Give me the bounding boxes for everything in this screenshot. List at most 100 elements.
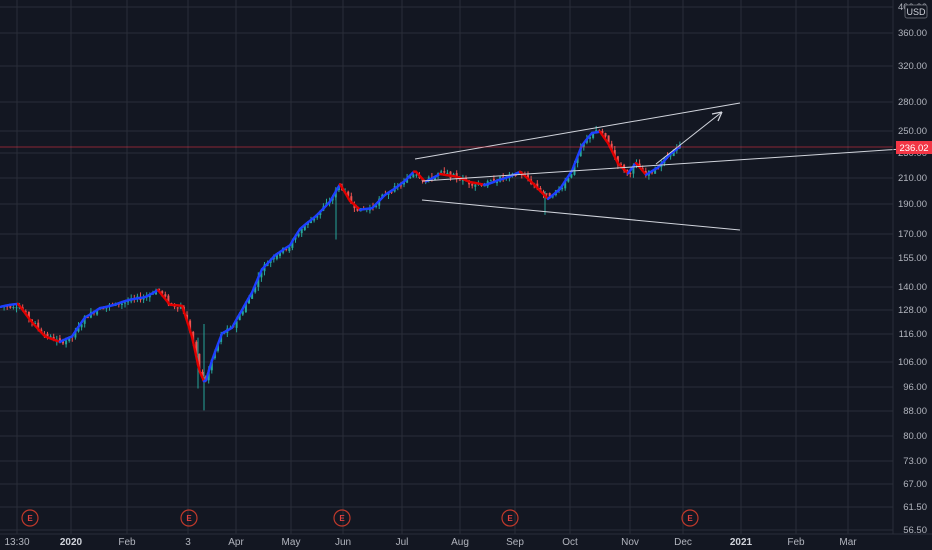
earnings-marker-label: E: [687, 514, 693, 523]
candle-body: [9, 306, 12, 308]
candle-body: [201, 371, 204, 377]
candle: [124, 302, 126, 308]
candle-body: [49, 336, 52, 338]
earnings-marker[interactable]: E: [333, 509, 351, 527]
earnings-marker-label: E: [339, 514, 345, 523]
candle-body: [102, 308, 105, 310]
candle-body: [356, 207, 359, 211]
candle-body: [37, 322, 40, 329]
earnings-marker-circle: [333, 509, 351, 527]
candle: [34, 320, 37, 325]
price-tick-label: 190.00: [898, 199, 927, 210]
price-tick-label: 116.00: [899, 329, 927, 340]
price-tick-label: 73.00: [903, 456, 927, 467]
time-axis[interactable]: 13:30 2020 Feb 3 Apr May Jun Jul Aug Sep Oct Nov Dec…: [0, 533, 932, 550]
candle-body: [86, 317, 89, 319]
earnings-marker[interactable]: E: [501, 509, 519, 527]
candle-body: [24, 311, 27, 313]
candle-body: [254, 286, 257, 293]
earnings-marker-circle: [501, 509, 519, 527]
candle-body: [440, 171, 443, 173]
candle-body: [620, 163, 622, 165]
candle-body: [260, 272, 263, 278]
candle-body: [244, 303, 247, 313]
candle-body: [471, 183, 474, 186]
candle: [471, 182, 474, 189]
candle-body: [27, 311, 30, 320]
candle: [669, 155, 672, 160]
candle-body: [632, 165, 635, 174]
midline-trendline: [421, 146, 932, 182]
candle: [489, 179, 492, 182]
candle-body: [161, 291, 164, 294]
price-tick-label: 80.00: [903, 431, 927, 442]
price-tick-label: 170.00: [898, 229, 927, 240]
candle-body: [313, 218, 316, 221]
candle-body: [291, 240, 294, 248]
candle-body: [415, 174, 418, 176]
time-tick-label: Feb: [118, 537, 136, 548]
time-tick-label: 2020: [60, 537, 83, 548]
price-tick-label: 210.00: [898, 173, 927, 184]
candle-body: [142, 297, 145, 300]
candle-body: [589, 137, 591, 139]
time-tick-label: Jul: [396, 537, 409, 548]
candle-body: [669, 155, 672, 157]
candle-body: [446, 172, 449, 174]
candle-body: [164, 294, 167, 297]
candle-body: [279, 252, 281, 256]
earnings-marker[interactable]: E: [180, 509, 198, 527]
candle-body: [241, 311, 244, 315]
candle-body: [12, 307, 15, 309]
candle-body: [248, 297, 250, 304]
price-tick-label: 61.50: [903, 502, 927, 513]
earnings-marker[interactable]: E: [21, 509, 39, 527]
candle-body: [74, 330, 77, 338]
candle: [629, 171, 632, 178]
candle-body: [189, 320, 192, 333]
candle-body: [124, 302, 126, 304]
candles: [0, 125, 681, 411]
candle: [412, 173, 415, 178]
price-tick-label: 250.00: [898, 126, 927, 137]
candle-body: [58, 338, 61, 341]
price-tick-label: 360.00: [898, 28, 927, 39]
earnings-marker-label: E: [186, 514, 192, 523]
candle-body: [483, 185, 486, 187]
moving-average-segment: [196, 363, 202, 374]
time-tick-label: Oct: [562, 537, 578, 548]
candle-body: [347, 191, 350, 197]
candle-body: [297, 233, 300, 237]
trendline-drawings[interactable]: [0, 102, 932, 231]
price-tick-label: 88.00: [903, 406, 927, 417]
candle-body: [127, 301, 130, 303]
candle-body: [548, 193, 551, 199]
candle-body: [198, 353, 201, 371]
candle-body: [604, 133, 607, 137]
candle-body: [496, 181, 498, 184]
price-tick-label: 96.00: [903, 382, 927, 393]
candle-body: [120, 303, 123, 305]
lower-trendline: [421, 199, 741, 231]
earnings-marker-circle: [180, 509, 198, 527]
candle-body: [443, 171, 446, 173]
candle-body: [573, 162, 576, 175]
time-tick-label: Feb: [787, 537, 805, 548]
price-tick-label: 106.00: [898, 357, 927, 368]
candle-body: [353, 204, 356, 209]
last-price-label: 236.02: [899, 143, 928, 154]
candle-body: [62, 340, 64, 344]
price-axis[interactable]: 400.00360.00320.00280.00250.00230.00210.…: [892, 0, 932, 550]
price-tick-label: 56.50: [903, 525, 927, 536]
candle-body: [651, 172, 653, 174]
earnings-marker[interactable]: E: [681, 509, 699, 527]
earnings-marker-label: E: [27, 514, 33, 523]
candle-body: [375, 205, 378, 207]
candle-body: [629, 173, 632, 175]
candle-body: [288, 247, 291, 252]
candle-body: [579, 147, 582, 157]
price-tick-label: 320.00: [898, 61, 927, 72]
currency-label: USD: [906, 7, 926, 17]
